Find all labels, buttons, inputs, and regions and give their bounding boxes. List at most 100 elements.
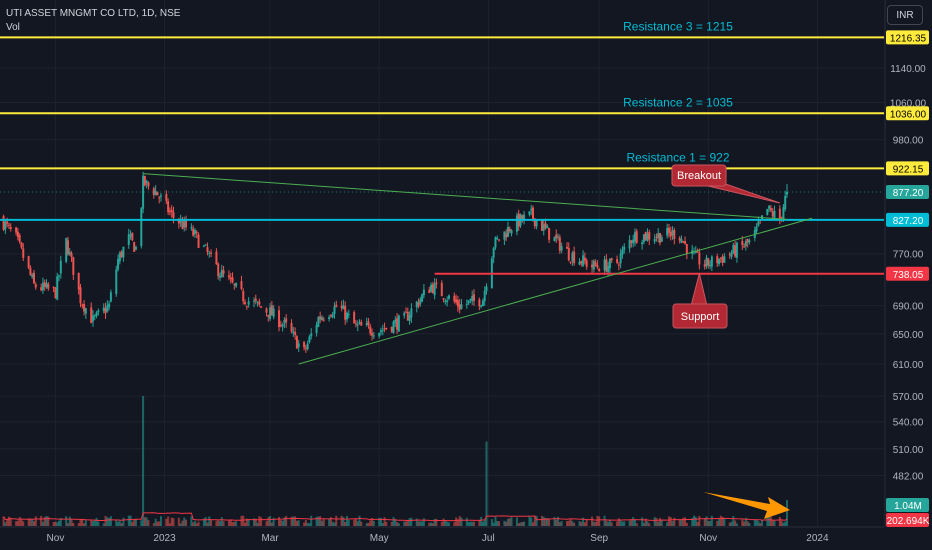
price-level-tag: 922.15 — [893, 164, 924, 175]
volume-bar — [735, 523, 738, 526]
candle-body — [260, 306, 263, 308]
volume-bars — [2, 396, 788, 526]
volume-bar — [657, 521, 660, 526]
volume-bar — [244, 522, 247, 526]
candle-body — [544, 223, 547, 228]
volume-bar — [4, 522, 7, 526]
volume-bar — [594, 522, 597, 526]
volume-bar — [16, 520, 19, 526]
candle-body — [331, 314, 334, 318]
candle-body — [546, 226, 549, 229]
candle-body — [140, 208, 143, 246]
candle-body — [54, 287, 57, 299]
candle-body — [295, 336, 298, 349]
volume-bar — [308, 523, 311, 526]
price-axis: 1140.00 1060.00 980.00 770.00 690.00 650.00 61… — [884, 0, 932, 550]
volume-bar — [619, 519, 622, 526]
volume-bar — [45, 515, 48, 526]
candle-body — [310, 333, 313, 337]
candle-body — [252, 300, 255, 302]
callout-pointer — [707, 181, 781, 204]
candle-body — [7, 224, 10, 226]
candle-body — [240, 281, 243, 289]
volume-bar — [258, 516, 261, 526]
volume-bar — [716, 520, 719, 526]
volume-bar — [773, 520, 776, 526]
candle-body — [419, 299, 422, 304]
volume-bar — [728, 522, 731, 526]
price-tick-label: 540.00 — [893, 418, 924, 429]
volume-bar — [519, 522, 522, 526]
candle-body — [718, 258, 721, 264]
volume-bar — [54, 521, 57, 526]
candle-body — [9, 227, 12, 229]
candle-body — [328, 317, 331, 320]
volume-bar — [698, 515, 701, 526]
volume-bar — [356, 521, 359, 526]
candle-body — [134, 246, 137, 250]
candle-body — [4, 221, 7, 230]
volume-ma-line — [3, 512, 788, 522]
candle-body — [669, 232, 672, 237]
volume-bar — [279, 520, 282, 526]
volume-bar — [694, 516, 697, 526]
volume-bar — [41, 521, 44, 526]
candle-body — [222, 270, 225, 274]
candle-body — [506, 226, 509, 237]
volume-last-tag: 1.04M — [894, 501, 922, 512]
volume-bar — [610, 522, 613, 526]
volume-bar — [227, 520, 230, 526]
volume-bar — [95, 517, 98, 526]
price-tick-label: 690.00 — [893, 302, 924, 313]
volume-bar — [210, 519, 213, 526]
volume-bar — [548, 518, 551, 526]
volume-bar — [455, 517, 458, 526]
volume-bar — [444, 520, 447, 526]
candle-body — [594, 262, 597, 266]
candle-body — [179, 220, 182, 223]
volume-bar — [710, 515, 713, 526]
candle-body — [435, 282, 438, 284]
volume-bar — [691, 517, 694, 526]
candle-body — [104, 308, 107, 314]
last-price-tag: 877.20 — [893, 188, 924, 199]
candle-body — [304, 347, 307, 349]
volume-bar — [709, 520, 712, 526]
candle-body — [193, 230, 196, 235]
candle-body — [120, 251, 123, 257]
volume-bar — [680, 519, 683, 526]
candle-body — [354, 323, 357, 325]
volume-bar — [118, 520, 121, 526]
currency-button[interactable]: INR — [887, 5, 923, 25]
volume-bar — [560, 521, 563, 526]
candle-body — [583, 257, 586, 261]
volume-bar — [582, 517, 585, 526]
candle-body — [605, 259, 608, 272]
candle-body — [143, 175, 146, 186]
candle-body — [378, 332, 381, 337]
volume-bar — [58, 520, 61, 526]
candle-body — [20, 242, 23, 248]
candle-body — [565, 246, 568, 249]
candle-body — [168, 211, 171, 213]
volume-bar — [252, 518, 255, 526]
volume-bar — [365, 523, 368, 526]
candle-body — [68, 251, 71, 255]
volume-bar — [705, 516, 708, 526]
candle-body — [281, 324, 284, 327]
volume-bar — [202, 518, 205, 526]
candle-body — [503, 231, 506, 240]
volume-bar — [542, 516, 545, 526]
candle-body — [269, 307, 272, 320]
volume-bar — [108, 517, 111, 526]
candle-body — [329, 315, 332, 317]
candle-body — [635, 231, 638, 243]
symbol-title: UTI ASSET MNGMT CO LTD, 1D, NSE — [6, 8, 181, 19]
volume-bar — [406, 520, 409, 526]
candle-body — [292, 331, 295, 334]
candle-body — [523, 214, 526, 220]
candle-body — [532, 207, 535, 219]
volume-bar — [682, 517, 685, 526]
volume-bar — [56, 522, 59, 526]
